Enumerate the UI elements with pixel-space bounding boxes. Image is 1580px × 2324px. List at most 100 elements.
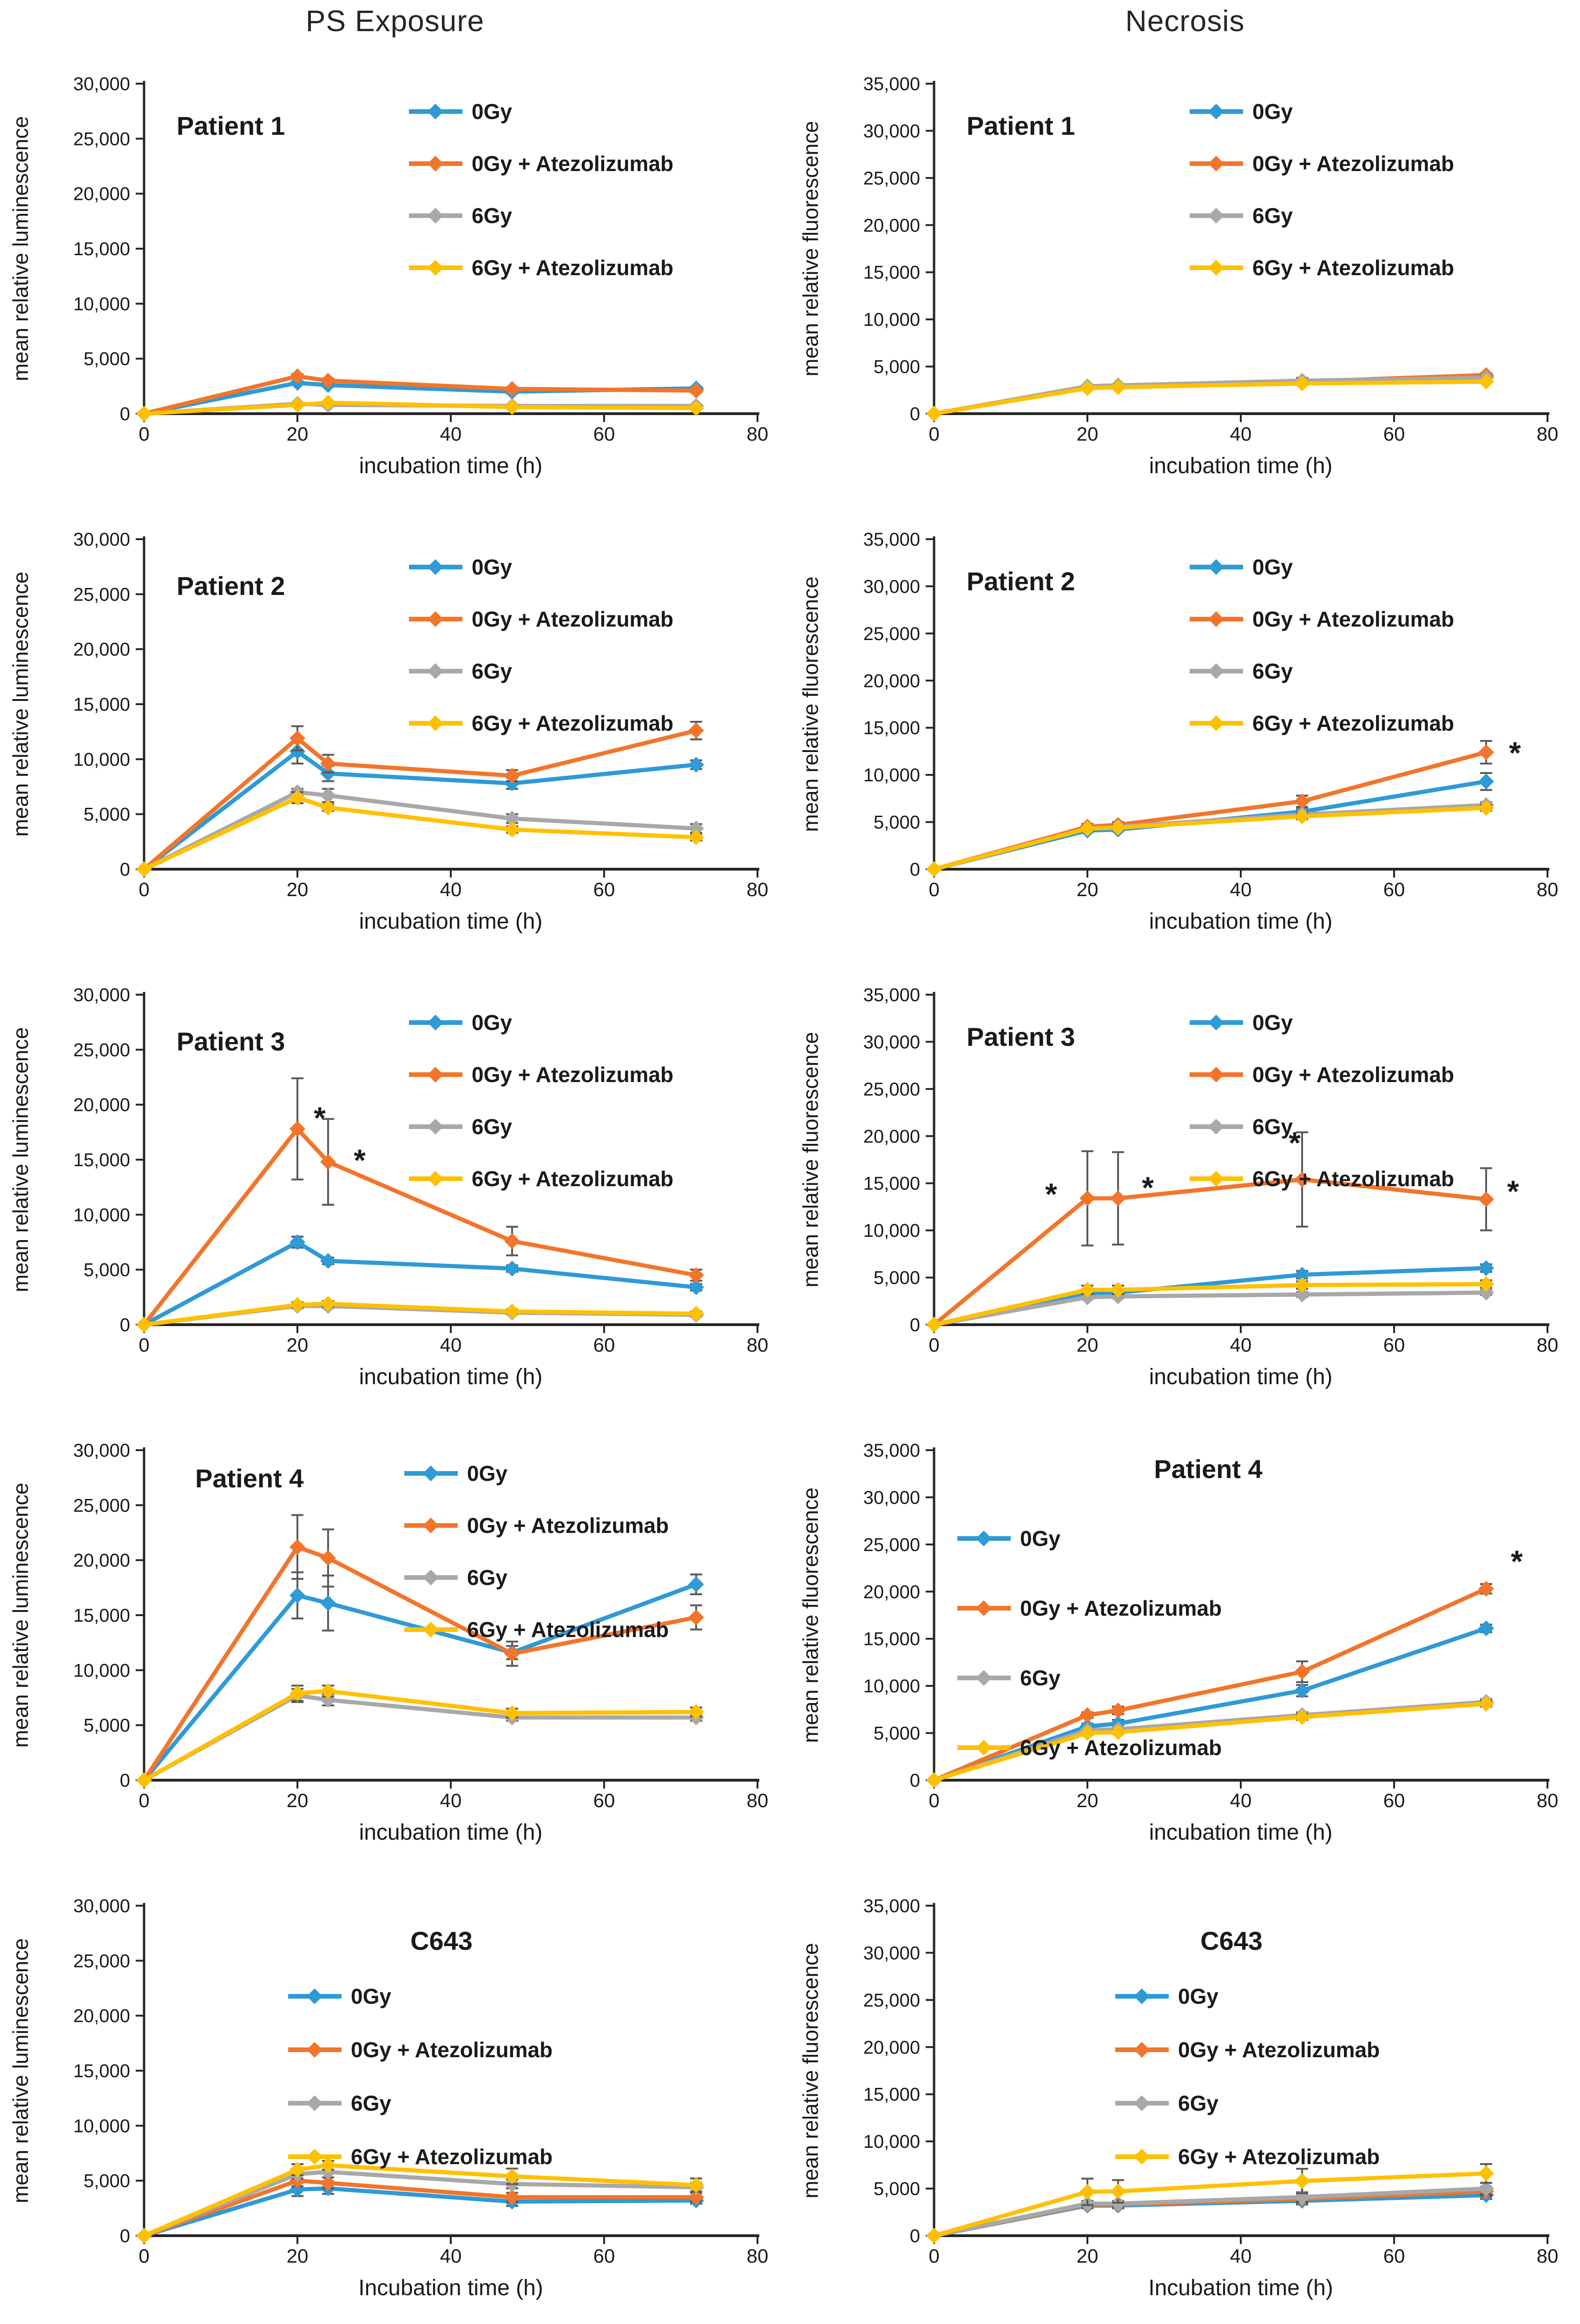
y-tick-label: 10,000 <box>863 310 920 330</box>
legend-marker <box>428 1015 443 1030</box>
chart-panel-patient4-ps: 0 5,000 10,000 15,000 20,000 25,000 30,000 0 20 4… <box>0 1408 790 1864</box>
data-point-marker <box>1478 1260 1494 1276</box>
data-point-marker <box>926 1317 942 1333</box>
legend-entry-yellow: 6Gy + Atezolizumab <box>288 2145 553 2169</box>
data-point-marker <box>504 1705 520 1721</box>
data-point-marker <box>320 2157 336 2173</box>
legend-label: 0Gy + Atezolizumab <box>1178 2038 1380 2062</box>
y-tick-label: 0 <box>120 2226 130 2246</box>
data-point-marker <box>290 1234 305 1250</box>
y-tick-label: 30,000 <box>73 74 130 94</box>
legend-label: 0Gy <box>467 1461 507 1486</box>
data-point-marker <box>504 1303 520 1320</box>
y-tick-label: 30,000 <box>863 1032 920 1052</box>
x-axis-label: incubation time (h) <box>359 1820 543 1845</box>
x-tick-label: 0 <box>138 2245 149 2267</box>
y-tick-label: 25,000 <box>73 1951 130 1971</box>
legend-label: 0Gy <box>1178 1984 1218 2008</box>
data-point-marker <box>1294 376 1310 392</box>
legend-marker <box>1208 715 1224 731</box>
data-point-marker <box>504 381 520 397</box>
y-tick-label: 0 <box>910 1315 920 1335</box>
series-line <box>142 1127 698 1327</box>
data-point-marker <box>688 1704 704 1720</box>
x-tick-label: 0 <box>928 878 939 900</box>
data-point-marker <box>688 2177 704 2193</box>
legend-entry-gray: 6Gy <box>288 2091 391 2115</box>
legend-label: 6Gy + Atezolizumab <box>1252 1167 1454 1191</box>
y-tick-label: 5,000 <box>84 1260 130 1281</box>
y-axis-label: mean relative luminescence <box>8 1027 33 1292</box>
data-point-marker <box>1478 1620 1494 1637</box>
series-line <box>142 1693 698 1783</box>
y-tick-label: 30,000 <box>863 1487 920 1508</box>
significance-asterisk: * <box>1289 1125 1301 1160</box>
legend-marker <box>428 611 443 627</box>
legend-entry-blue: 0Gy <box>409 555 512 579</box>
significance-asterisk: * <box>1511 1544 1523 1578</box>
x-tick-label: 60 <box>1383 2245 1405 2267</box>
data-point-marker <box>1478 773 1494 790</box>
y-tick-label: 25,000 <box>73 1040 130 1060</box>
series-gray <box>136 784 704 877</box>
series-yellow <box>926 2163 1494 2244</box>
y-tick-label: 15,000 <box>73 239 130 259</box>
series-orange <box>136 1077 704 1333</box>
y-tick-label: 25,000 <box>73 129 130 149</box>
chart-svg-patient2-necrosis: 0 5,000 10,000 15,000 20,000 25,000 30,000 35,0… <box>798 529 1558 934</box>
legend-entry-orange: 0Gy + Atezolizumab <box>409 1063 673 1087</box>
data-point-marker <box>1478 2166 1494 2182</box>
x-tick-label: 40 <box>440 423 462 445</box>
y-tick-label: 20,000 <box>73 2006 130 2027</box>
significance-asterisk: * <box>354 1143 366 1177</box>
data-point-marker <box>320 766 336 782</box>
legend-entry-gray: 6Gy <box>1190 204 1293 228</box>
y-axis-label: mean relative fluorescence <box>798 121 823 376</box>
y-tick-label: 15,000 <box>863 263 920 283</box>
data-point-marker <box>504 399 520 415</box>
y-tick-label: 35,000 <box>863 1896 920 1916</box>
data-point-marker <box>688 1576 704 1592</box>
data-point-marker <box>1080 1281 1095 1298</box>
data-point-marker <box>1110 819 1126 836</box>
x-tick-label: 20 <box>1077 878 1099 900</box>
legend-label: 6Gy + Atezolizumab <box>351 2145 553 2169</box>
series-line <box>142 1301 698 1327</box>
data-point-marker <box>1080 380 1095 396</box>
legend-entry-gray: 6Gy <box>404 1565 507 1590</box>
legend-entry-orange: 0Gy + Atezolizumab <box>957 1596 1222 1620</box>
data-point-marker <box>1294 1683 1310 1699</box>
data-point-marker <box>1110 1702 1126 1718</box>
data-point-marker <box>688 722 704 739</box>
legend-label: 0Gy <box>1252 1010 1293 1035</box>
figure-header: PS Exposure Necrosis <box>0 0 1580 42</box>
data-point-marker <box>136 406 152 422</box>
x-tick-label: 40 <box>440 1789 462 1811</box>
data-point-marker <box>320 2175 336 2191</box>
y-tick-label: 5,000 <box>874 812 920 833</box>
y-tick-label: 20,000 <box>863 1582 920 1602</box>
legend-entry-blue: 0Gy <box>404 1461 507 1486</box>
significance-asterisk: * <box>1142 1170 1154 1205</box>
data-point-marker <box>1478 2180 1494 2197</box>
data-point-marker <box>320 799 336 816</box>
legend-label: 6Gy + Atezolizumab <box>472 711 673 735</box>
panel-title: Patient 2 <box>967 567 1075 596</box>
legend-entry-gray: 6Gy <box>409 204 512 228</box>
y-tick-label: 15,000 <box>863 1629 920 1650</box>
data-point-marker <box>1478 374 1494 390</box>
data-point-marker <box>688 829 704 845</box>
panel-title: C643 <box>410 1926 473 1955</box>
series-line <box>932 1282 1488 1327</box>
y-axis-label: mean relative fluorescence <box>798 576 823 832</box>
y-axis-label: mean relative fluorescence <box>798 1943 823 2199</box>
legend-marker <box>428 1119 443 1135</box>
y-tick-label: 25,000 <box>863 168 920 189</box>
data-point-marker <box>504 1261 520 1277</box>
x-axis-label: Incubation time (h) <box>1148 2276 1333 2300</box>
x-tick-label: 60 <box>593 878 615 900</box>
legend-label: 6Gy + Atezolizumab <box>1020 1736 1222 1760</box>
legend-label: 6Gy <box>1178 2091 1218 2115</box>
series-orange <box>136 1514 704 1788</box>
chart-svg-patient1-necrosis: 0 5,000 10,000 15,000 20,000 25,000 30,000 35,0… <box>798 74 1558 478</box>
